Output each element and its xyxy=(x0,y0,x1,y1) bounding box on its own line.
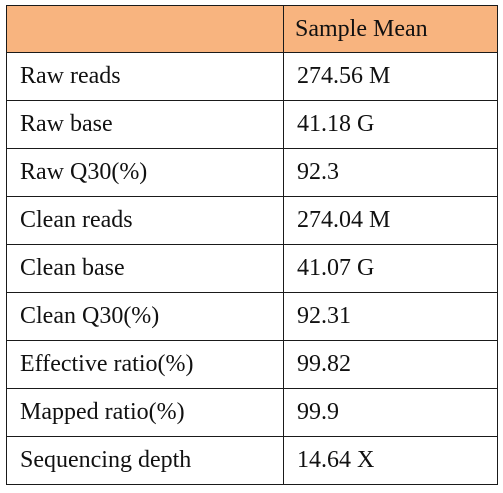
row-label: Clean Q30(%) xyxy=(6,292,284,341)
row-value: 14.64 X xyxy=(283,436,498,485)
row-value: 99.82 xyxy=(283,340,498,389)
table-row: Clean base 41.07 G xyxy=(6,244,498,293)
table-row: Mapped ratio(%) 99.9 xyxy=(6,388,498,437)
row-value: 41.07 G xyxy=(283,244,498,293)
row-label: Effective ratio(%) xyxy=(6,340,284,389)
table-row: Raw reads 274.56 M xyxy=(6,52,498,101)
row-value: 274.04 M xyxy=(283,196,498,245)
table-row: Clean Q30(%) 92.31 xyxy=(6,292,498,341)
row-label: Raw reads xyxy=(6,52,284,101)
header-value-cell: Sample Mean xyxy=(283,5,498,53)
table-row: Sequencing depth 14.64 X xyxy=(6,436,498,485)
row-label: Clean reads xyxy=(6,196,284,245)
row-label: Sequencing depth xyxy=(6,436,284,485)
row-value: 92.3 xyxy=(283,148,498,197)
table-row: Raw base 41.18 G xyxy=(6,100,498,149)
row-label: Mapped ratio(%) xyxy=(6,388,284,437)
row-label: Raw Q30(%) xyxy=(6,148,284,197)
sample-statistics-table: Sample Mean Raw reads 274.56 M Raw base … xyxy=(6,5,498,485)
table-header-row: Sample Mean xyxy=(6,5,498,53)
row-label: Clean base xyxy=(6,244,284,293)
row-label: Raw base xyxy=(6,100,284,149)
header-label-cell xyxy=(6,5,284,53)
table-row: Effective ratio(%) 99.82 xyxy=(6,340,498,389)
table-row: Clean reads 274.04 M xyxy=(6,196,498,245)
row-value: 274.56 M xyxy=(283,52,498,101)
table-row: Raw Q30(%) 92.3 xyxy=(6,148,498,197)
row-value: 92.31 xyxy=(283,292,498,341)
row-value: 99.9 xyxy=(283,388,498,437)
row-value: 41.18 G xyxy=(283,100,498,149)
